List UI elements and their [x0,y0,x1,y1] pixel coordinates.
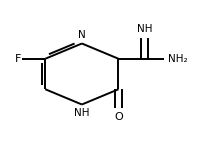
Text: F: F [15,54,21,64]
Text: NH: NH [74,108,90,118]
Text: NH₂: NH₂ [168,54,187,64]
Text: O: O [114,112,123,123]
Text: N: N [78,30,86,40]
Text: NH: NH [137,24,152,34]
